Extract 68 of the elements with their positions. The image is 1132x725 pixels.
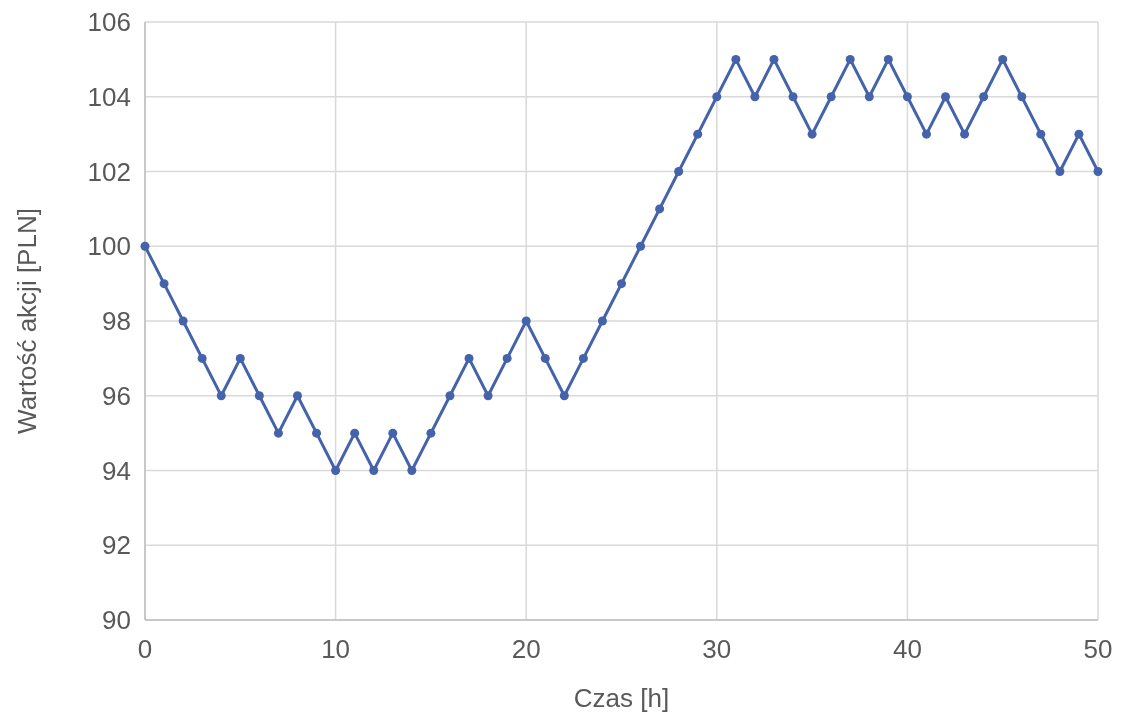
point — [845, 54, 855, 64]
point — [864, 92, 874, 102]
point — [331, 466, 341, 475]
point — [388, 428, 398, 438]
point — [464, 353, 474, 363]
point — [998, 54, 1008, 64]
x-tick-label: 30 — [702, 634, 732, 664]
point — [578, 353, 588, 363]
point — [979, 92, 989, 102]
point — [350, 428, 360, 438]
y-tick-label: 98 — [102, 306, 131, 337]
point — [502, 353, 512, 363]
point — [941, 92, 951, 102]
point — [140, 241, 150, 251]
point — [312, 428, 322, 438]
point — [788, 92, 798, 102]
point — [826, 92, 836, 102]
y-tick-label: 90 — [102, 605, 131, 636]
point — [254, 391, 264, 401]
point — [407, 466, 417, 475]
point — [655, 204, 665, 214]
point — [902, 92, 912, 102]
point — [960, 129, 970, 139]
point — [597, 316, 607, 326]
point — [750, 92, 760, 102]
point — [617, 279, 626, 289]
y-tick-label: 102 — [87, 156, 131, 187]
point — [559, 391, 569, 401]
point — [369, 466, 379, 475]
x-axis-title: Czas [h] — [573, 683, 670, 713]
point — [731, 54, 741, 64]
point — [1074, 129, 1084, 139]
point — [235, 353, 245, 363]
point — [921, 129, 931, 139]
point — [674, 167, 684, 176]
x-tick-label: 20 — [511, 634, 541, 664]
point — [1055, 167, 1065, 176]
point — [483, 391, 493, 401]
y-axis-title: Wartość akcji [PLN] — [12, 208, 42, 434]
point — [883, 54, 893, 64]
y-tick-label: 94 — [102, 455, 131, 486]
point — [1017, 92, 1027, 102]
x-tick-label: 0 — [137, 634, 153, 664]
y-tick-label: 100 — [87, 231, 131, 262]
y-tick-label: 96 — [102, 380, 131, 411]
point — [426, 428, 436, 438]
point — [540, 353, 550, 363]
point — [197, 353, 207, 363]
point — [273, 428, 283, 438]
point — [216, 391, 226, 401]
point — [636, 241, 646, 251]
point — [1036, 129, 1046, 139]
y-tick-label: 104 — [87, 81, 131, 112]
x-tick-label: 10 — [321, 634, 351, 664]
point — [445, 391, 455, 401]
point — [292, 391, 302, 401]
point — [521, 316, 531, 326]
x-tick-label: 50 — [1083, 634, 1113, 664]
point — [769, 54, 779, 64]
point — [178, 316, 188, 326]
y-tick-label: 92 — [102, 530, 131, 561]
point — [159, 279, 169, 289]
point — [712, 92, 722, 102]
y-tick-label: 106 — [87, 7, 131, 38]
point — [1093, 167, 1103, 176]
x-tick-label: 40 — [892, 634, 922, 664]
point — [807, 129, 817, 139]
point — [693, 129, 703, 139]
